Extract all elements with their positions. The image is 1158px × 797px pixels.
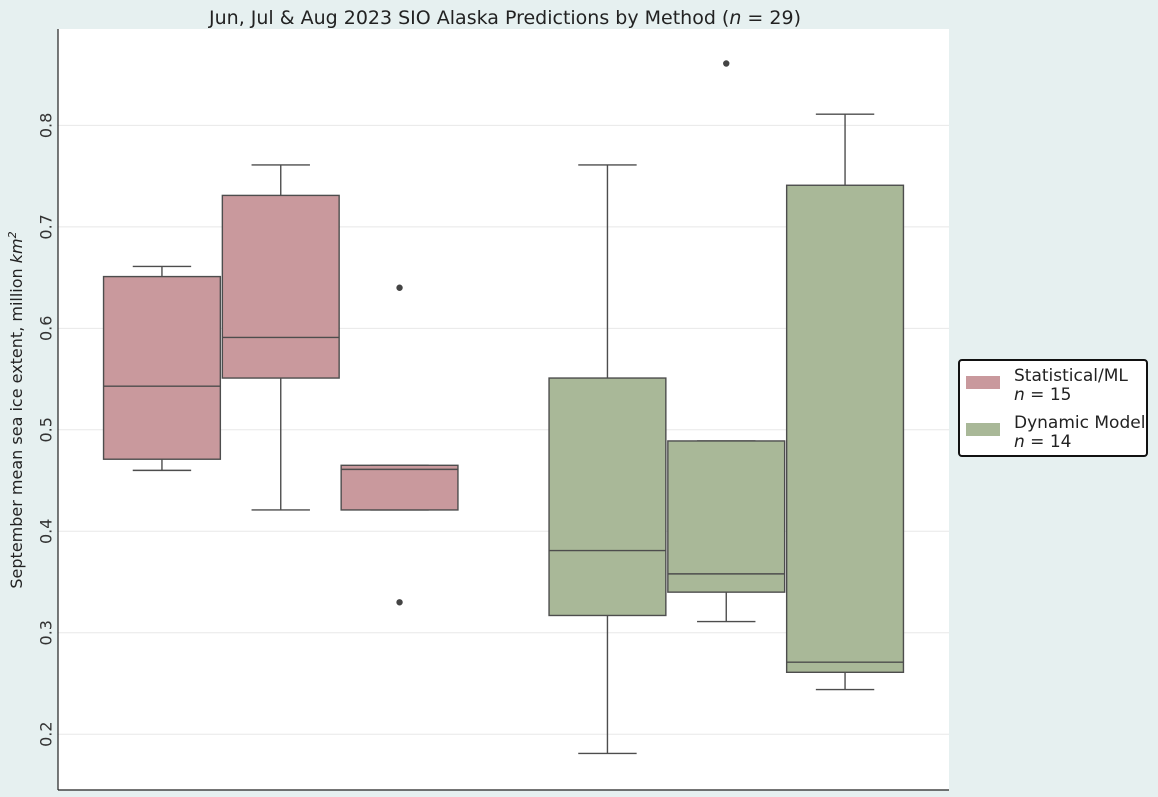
box-plot-element [340,284,459,606]
box-plot-element [221,164,340,511]
box-plot-element [548,164,667,755]
y-tick-label: 0.8 [37,113,56,138]
chart-title: Jun, Jul & Aug 2023 SIO Alaska Predictio… [208,7,801,29]
legend-swatch-statistical-ml [966,376,1000,389]
box [102,275,222,460]
y-tick-label: 0.2 [37,721,56,746]
legend-count: n = 15 [1014,385,1072,405]
box-plot-element [785,113,905,691]
box-plot-element [667,60,786,623]
legend-text-statistical-ml: Statistical/ML n = 15 [1014,367,1128,405]
y-tick-label: 0.3 [37,620,56,645]
legend-swatch-dynamic-model [966,423,1000,436]
y-tick-label: 0.7 [37,214,56,239]
y-tick-labels: 0.2 0.3 0.4 0.5 0.6 0.7 0.8 [37,113,56,747]
outlier-point [396,599,403,606]
legend: Statistical/ML n = 15 Dynamic Model n = … [958,359,1148,457]
legend-item-dynamic-model: Dynamic Model n = 14 [966,414,1145,452]
legend-count: n = 14 [1014,432,1072,452]
box-plot-element [102,265,222,472]
box [667,440,786,593]
y-tick-label: 0.4 [37,519,56,544]
box [785,184,905,673]
legend-item-statistical-ml: Statistical/ML n = 15 [966,367,1128,405]
legend-text-dynamic-model: Dynamic Model n = 14 [1014,414,1145,452]
outlier-point [723,60,730,67]
y-tick-label: 0.6 [37,316,56,341]
box [340,464,459,511]
legend-label: Dynamic Model [1014,413,1146,433]
legend-label: Statistical/ML [1014,366,1128,386]
boxes [102,60,905,755]
y-axis-label: September mean sea ice extent, million k… [6,231,26,588]
box [221,194,340,379]
outlier-point [396,284,403,291]
box [548,377,667,617]
y-tick-label: 0.5 [37,417,56,442]
